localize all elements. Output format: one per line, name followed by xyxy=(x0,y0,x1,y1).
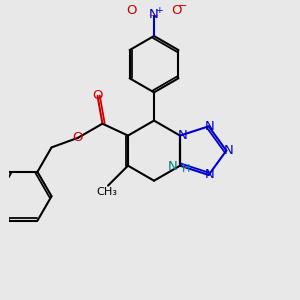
Text: N: N xyxy=(167,160,177,173)
Text: O: O xyxy=(171,4,182,17)
Text: N: N xyxy=(149,8,159,21)
Text: O: O xyxy=(126,4,137,17)
Text: N: N xyxy=(205,120,214,133)
Text: N: N xyxy=(178,129,187,142)
Text: CH₃: CH₃ xyxy=(97,187,118,196)
Text: −: − xyxy=(178,1,188,11)
Text: H: H xyxy=(182,164,190,174)
Text: +: + xyxy=(155,6,163,15)
Text: O: O xyxy=(92,89,103,102)
Text: N: N xyxy=(223,144,233,157)
Text: O: O xyxy=(72,131,82,144)
Text: N: N xyxy=(205,169,214,182)
